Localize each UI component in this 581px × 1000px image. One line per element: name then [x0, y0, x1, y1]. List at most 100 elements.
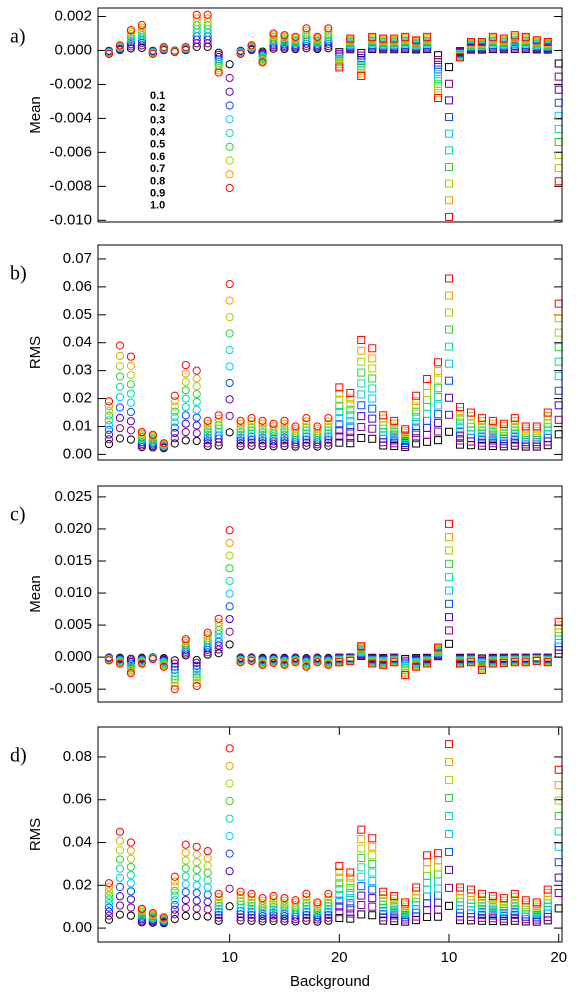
- square-marker: [445, 274, 454, 283]
- square-marker: [445, 758, 454, 767]
- circle-marker: [126, 854, 136, 863]
- circle-marker: [324, 39, 333, 48]
- circle-marker: [214, 889, 223, 898]
- circle-marker: [236, 658, 245, 667]
- square-marker: [532, 429, 541, 438]
- square-marker: [412, 883, 421, 892]
- circle-marker: [324, 432, 333, 441]
- circle-marker: [115, 855, 125, 864]
- circle-marker: [302, 429, 311, 438]
- circle-marker: [324, 889, 333, 898]
- circle-marker: [203, 441, 212, 451]
- square-marker: [357, 433, 366, 442]
- circle-marker: [236, 416, 245, 426]
- square-marker: [521, 440, 530, 449]
- square-marker: [379, 411, 388, 420]
- square-marker: [390, 658, 399, 667]
- square-marker: [357, 900, 366, 909]
- square-marker: [499, 424, 508, 433]
- square-marker: [379, 660, 388, 669]
- square-marker: [499, 912, 508, 921]
- circle-marker: [104, 411, 114, 420]
- circle-marker: [302, 426, 311, 435]
- y-tick-label: -0.006: [49, 143, 92, 160]
- circle-marker: [269, 419, 278, 428]
- square-marker: [368, 859, 377, 868]
- square-marker: [357, 872, 366, 881]
- circle-marker: [236, 913, 245, 922]
- square-marker: [434, 877, 443, 886]
- square-marker: [554, 401, 563, 410]
- circle-marker: [302, 907, 311, 916]
- square-marker: [390, 416, 399, 425]
- circle-marker: [258, 896, 267, 905]
- circle-marker: [258, 901, 267, 910]
- circle-marker: [181, 394, 190, 403]
- square-marker: [521, 429, 530, 438]
- circle-marker: [324, 37, 333, 46]
- circle-marker: [225, 115, 234, 124]
- circle-marker: [258, 660, 267, 669]
- square-marker: [455, 415, 464, 424]
- square-marker: [466, 658, 475, 667]
- circle-marker: [203, 628, 212, 637]
- circle-marker: [192, 670, 201, 679]
- square-marker: [499, 917, 508, 926]
- square-marker: [412, 407, 421, 416]
- circle-marker: [313, 915, 322, 924]
- circle-marker: [291, 426, 300, 436]
- square-marker: [466, 408, 475, 417]
- circle-marker: [115, 341, 125, 350]
- square-marker: [368, 344, 377, 353]
- square-marker: [554, 765, 563, 774]
- circle-marker: [214, 916, 223, 925]
- square-marker: [521, 896, 530, 905]
- circle-marker: [170, 872, 179, 881]
- square-marker: [554, 177, 563, 186]
- square-marker: [521, 910, 530, 919]
- square-marker: [445, 811, 454, 820]
- circle-marker: [225, 551, 234, 560]
- square-marker: [357, 59, 366, 68]
- circle-marker: [225, 640, 234, 649]
- square-marker: [368, 434, 377, 443]
- circle-marker: [181, 386, 190, 395]
- square-marker: [423, 871, 432, 880]
- square-marker: [423, 899, 432, 908]
- circle-marker: [247, 417, 256, 426]
- square-marker: [368, 868, 377, 877]
- circle-marker: [104, 430, 114, 439]
- circle-marker: [170, 439, 179, 448]
- square-marker: [532, 440, 541, 449]
- circle-marker: [247, 420, 256, 429]
- circle-marker: [247, 429, 256, 438]
- square-marker: [554, 98, 563, 107]
- circle-marker: [280, 441, 289, 451]
- square-marker: [368, 404, 377, 413]
- square-marker: [423, 382, 432, 391]
- circle-marker: [269, 900, 278, 909]
- circle-marker: [181, 635, 190, 644]
- circle-marker: [269, 422, 278, 431]
- square-marker: [423, 858, 432, 867]
- square-marker: [423, 402, 432, 411]
- square-marker: [357, 844, 366, 853]
- square-marker: [346, 394, 355, 403]
- circle-marker: [269, 916, 278, 926]
- square-marker: [466, 37, 475, 46]
- square-marker: [423, 395, 432, 404]
- square-marker: [445, 63, 454, 72]
- circle-marker: [302, 916, 311, 925]
- circle-marker: [214, 61, 223, 71]
- square-marker: [390, 34, 399, 43]
- circle-marker: [170, 662, 179, 671]
- square-marker: [434, 358, 443, 367]
- circle-marker: [247, 432, 256, 441]
- circle-marker: [126, 44, 136, 53]
- square-marker: [532, 424, 541, 433]
- square-marker: [455, 432, 464, 441]
- square-marker: [368, 384, 377, 393]
- square-marker: [335, 407, 344, 416]
- circle-marker: [225, 378, 234, 388]
- circle-marker: [258, 436, 267, 445]
